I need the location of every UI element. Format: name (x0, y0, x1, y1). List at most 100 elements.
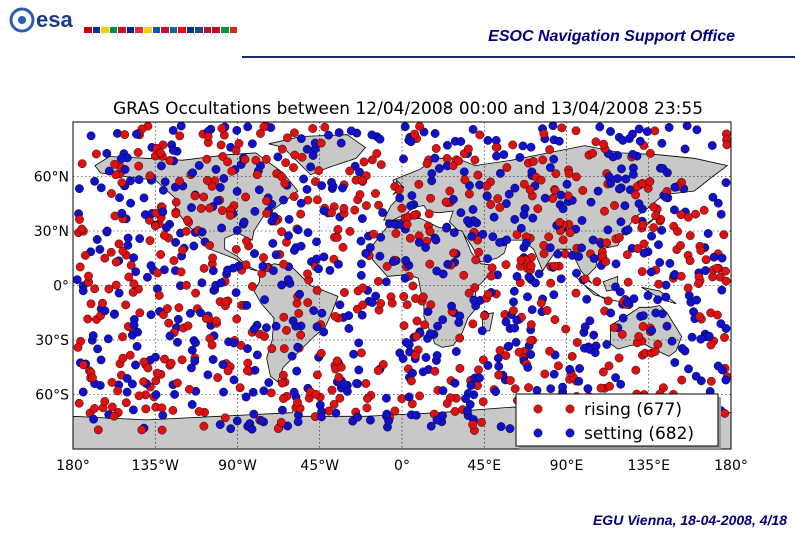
occultation-point (187, 345, 197, 355)
occultation-point (168, 405, 178, 415)
occultation-point (395, 193, 405, 203)
occultation-point (493, 194, 503, 204)
y-axis-ticks: 60°N 30°N 0° 30°S 60°S (34, 170, 69, 404)
occultation-point (277, 378, 287, 388)
occultation-point (107, 402, 117, 412)
occultation-point (229, 375, 239, 385)
occultation-point (293, 417, 303, 427)
occultation-point (126, 198, 136, 208)
occultation-point (306, 162, 315, 172)
occultation-point (477, 326, 487, 336)
occultation-point (446, 393, 455, 403)
occultation-point (382, 409, 392, 419)
occultation-point (181, 226, 191, 236)
occultation-point (539, 249, 549, 259)
occultation-point (308, 151, 318, 160)
occultation-point (247, 139, 257, 149)
occultation-point (525, 185, 535, 195)
occultation-point (394, 185, 404, 195)
occultation-point (676, 241, 685, 250)
occultation-point (548, 121, 558, 131)
occultation-point (628, 149, 638, 159)
occultation-point (86, 299, 96, 309)
occultation-point (592, 277, 602, 287)
occultation-point (213, 196, 223, 206)
occultation-point (279, 195, 288, 205)
occultation-point (526, 320, 536, 330)
occultation-point (75, 184, 84, 194)
occultation-point (172, 378, 182, 388)
occultation-point (556, 274, 566, 284)
occultation-point (303, 298, 313, 308)
occultation-point (190, 356, 200, 366)
occultation-point (509, 297, 518, 307)
occultation-point (631, 190, 640, 200)
occultation-point (100, 306, 110, 316)
occultation-point (412, 316, 422, 326)
occultation-point (135, 234, 145, 244)
occultation-point (295, 289, 304, 299)
x-tick-label: 180° (56, 458, 90, 474)
occultation-point (531, 278, 540, 288)
occultation-point (79, 360, 88, 370)
occultation-point (169, 256, 179, 266)
y-tick-label: 0° (53, 279, 69, 295)
occultation-point (145, 171, 155, 181)
occultation-point (602, 238, 612, 248)
occultation-point (356, 259, 366, 269)
occultation-point (406, 137, 416, 147)
occultation-point (268, 266, 278, 276)
occultation-point (376, 160, 386, 170)
occultation-point (345, 226, 355, 236)
occultation-point (320, 122, 330, 132)
occultation-point (676, 271, 686, 281)
occultation-point (102, 226, 112, 236)
occultation-point (156, 161, 166, 171)
occultation-point (271, 321, 281, 331)
occultation-point (353, 412, 363, 422)
occultation-point (602, 340, 612, 349)
occultation-point (400, 122, 410, 132)
occultation-point (319, 327, 329, 337)
occultation-point (398, 354, 408, 363)
occultation-point (545, 346, 554, 356)
occultation-point (378, 208, 387, 218)
occultation-point (292, 366, 302, 376)
occultation-point (225, 211, 235, 220)
occultation-point (482, 181, 492, 191)
occultation-point (399, 321, 409, 331)
occultation-point (415, 391, 424, 401)
occultation-point (96, 183, 106, 193)
occultation-point (208, 253, 218, 263)
occultation-point (411, 350, 420, 360)
y-tick-label: 30°S (35, 333, 69, 349)
occultation-point (399, 292, 409, 301)
occultation-point (374, 200, 383, 210)
occultation-point (365, 243, 375, 253)
occultation-point (406, 201, 416, 211)
occultation-point (177, 355, 187, 365)
occultation-point (314, 264, 323, 274)
occultation-point (290, 150, 300, 160)
occultation-point (595, 122, 605, 132)
occultation-point (176, 121, 186, 131)
occultation-point (695, 312, 705, 322)
occultation-point (135, 308, 145, 318)
occultation-point (623, 277, 633, 287)
occultation-point (450, 407, 460, 416)
occultation-point (335, 393, 345, 403)
occultation-point (170, 389, 180, 399)
occultation-point (495, 169, 505, 178)
occultation-point (511, 337, 521, 347)
occultation-point (483, 361, 493, 370)
occultation-point (657, 138, 667, 148)
occultation-point (113, 129, 122, 138)
occultation-point (151, 390, 161, 399)
occultation-point (142, 272, 152, 282)
occultation-point (425, 227, 435, 237)
occultation-point (631, 365, 641, 375)
occultation-point (327, 208, 336, 218)
occultation-point (469, 295, 479, 305)
occultation-point (533, 204, 543, 214)
occultation-point (356, 348, 366, 358)
